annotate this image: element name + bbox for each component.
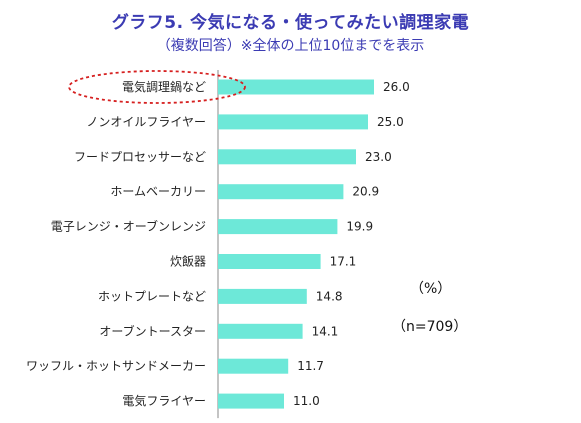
bar	[218, 219, 338, 235]
bar	[218, 393, 284, 409]
value-label: 11.0	[293, 394, 320, 408]
chart-title: グラフ5. 今気になる・使ってみたい調理家電	[111, 13, 470, 33]
value-label: 14.8	[316, 289, 343, 303]
value-label: 17.1	[330, 255, 357, 269]
value-label: 11.7	[297, 359, 324, 373]
chart-subtitle: （複数回答）※全体の上位10位までを表示	[156, 38, 425, 54]
sample-size-label: （n=709）	[392, 319, 468, 335]
category-label: 炊飯器	[170, 254, 206, 269]
category-label: ホットプレートなど	[98, 289, 206, 303]
category-label: 電子レンジ・オーブンレンジ	[51, 219, 206, 234]
bar	[218, 114, 368, 130]
category-label: ワッフル・ホットサンドメーカー	[26, 359, 206, 373]
bar	[218, 184, 344, 200]
bar	[218, 79, 374, 95]
category-label: ノンオイルフライヤー	[86, 115, 206, 129]
value-label: 26.0	[383, 80, 410, 94]
highlight-ellipse	[68, 70, 246, 104]
value-label: 23.0	[365, 150, 392, 164]
value-label: 14.1	[312, 324, 339, 338]
category-label: 電気フライヤー	[122, 393, 206, 408]
bar	[218, 288, 307, 304]
value-label: 25.0	[377, 115, 404, 129]
value-label: 19.9	[346, 220, 373, 234]
category-label: フードプロセッサーなど	[74, 150, 206, 164]
value-label: 20.9	[352, 185, 379, 199]
bar	[218, 323, 303, 339]
bar	[218, 254, 321, 269]
category-label: ホームベーカリー	[110, 185, 206, 199]
bar	[218, 358, 289, 374]
bar	[218, 149, 356, 165]
category-label: 電気調理鍋など	[122, 79, 206, 94]
category-label: オーブントースター	[99, 323, 206, 338]
unit-label: （%）	[410, 281, 452, 297]
